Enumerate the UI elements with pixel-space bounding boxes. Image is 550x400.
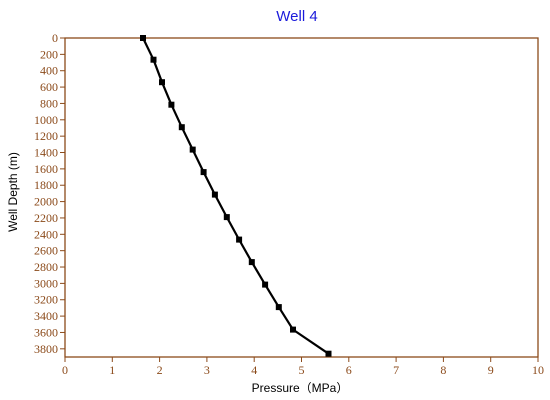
y-tick-label: 3000 — [34, 276, 58, 290]
y-tick-label: 600 — [40, 80, 58, 94]
data-point-marker — [236, 236, 243, 243]
y-tick-label: 3400 — [34, 309, 58, 323]
data-point-marker — [223, 214, 230, 221]
x-tick-label: 8 — [440, 363, 446, 377]
x-axis-label: Pressure（MPa） — [252, 381, 349, 395]
y-tick-label: 3800 — [34, 342, 58, 356]
x-tick-label: 4 — [251, 363, 257, 377]
x-tick-label: 5 — [299, 363, 305, 377]
y-tick-label: 1200 — [34, 129, 58, 143]
y-axis-label: Well Depth (m) — [6, 152, 20, 232]
x-tick-label: 0 — [62, 363, 68, 377]
y-tick-label: 2600 — [34, 244, 58, 258]
data-point-marker — [189, 146, 196, 153]
plot-area: 0 1 2 3 4 5 6 7 8 9 10 0 200 400 600 800 1000 1200 1400 160… — [34, 31, 544, 377]
y-tick-label: 2400 — [34, 227, 58, 241]
x-tick-label: 7 — [393, 363, 399, 377]
y-tick-label: 2000 — [34, 195, 58, 209]
data-point-marker — [325, 350, 332, 357]
data-point-marker — [178, 124, 185, 131]
y-tick-label: 400 — [40, 64, 58, 78]
x-tick-label: 6 — [346, 363, 352, 377]
y-tick-label: 2200 — [34, 211, 58, 225]
series-line — [142, 37, 330, 355]
data-point-marker — [275, 304, 282, 311]
data-point-marker — [200, 169, 207, 176]
y-tick-label: 0 — [52, 31, 58, 45]
data-point-marker — [150, 56, 157, 63]
x-tick-label: 10 — [532, 363, 544, 377]
data-point-marker — [159, 79, 165, 86]
x-tick-label: 1 — [109, 363, 115, 377]
chart-title: Well 4 — [276, 8, 317, 25]
y-tick-label: 800 — [40, 96, 58, 110]
y-tick-label: 200 — [40, 47, 58, 61]
y-tick-label: 2800 — [34, 260, 58, 274]
y-tick-label: 1000 — [34, 113, 58, 127]
data-point-marker — [140, 35, 146, 41]
y-tick-label: 3600 — [34, 325, 58, 339]
data-point-marker — [211, 191, 218, 198]
y-tick-label: 1800 — [34, 178, 58, 192]
data-point-marker — [262, 281, 269, 288]
data-point-marker — [290, 326, 296, 333]
y-tick-label: 1600 — [34, 162, 58, 176]
x-tick-label: 2 — [157, 363, 163, 377]
x-tick-label: 9 — [488, 363, 494, 377]
plot-frame — [64, 37, 539, 358]
data-point-marker — [248, 259, 255, 266]
data-point-marker — [168, 101, 175, 108]
y-tick-label: 1400 — [34, 146, 58, 160]
x-tick-label: 3 — [204, 363, 210, 377]
y-tick-label: 3200 — [34, 293, 58, 307]
